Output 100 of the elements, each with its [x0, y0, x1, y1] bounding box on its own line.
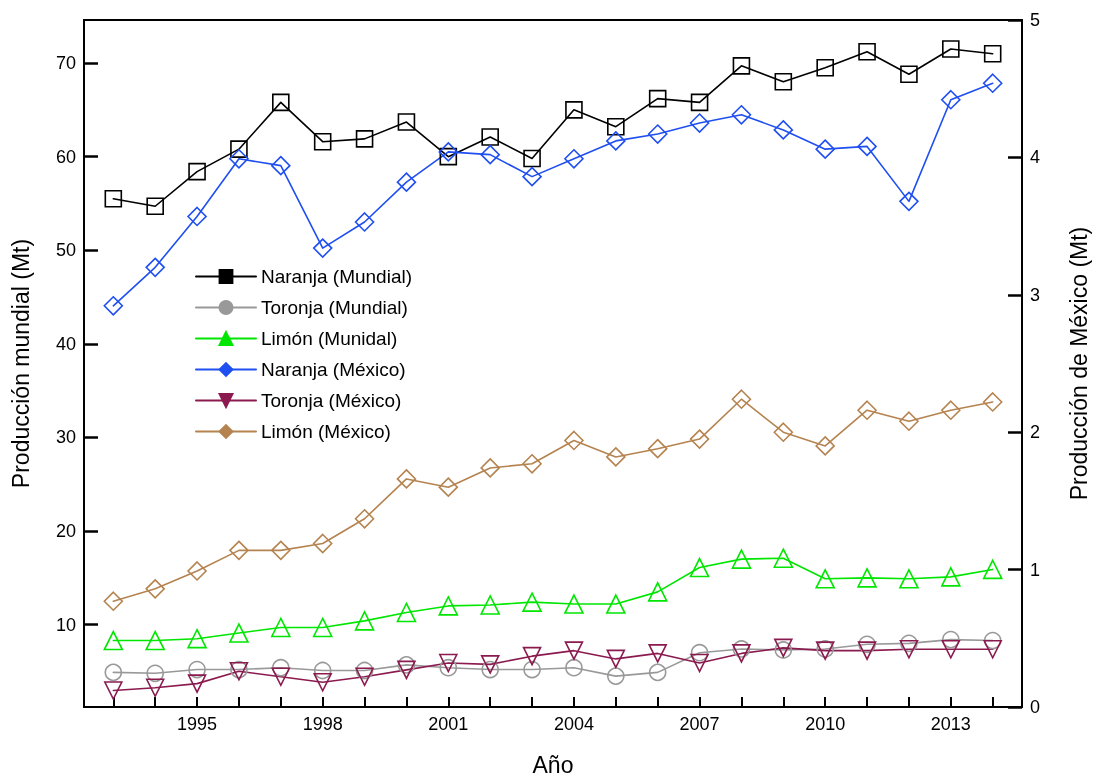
point	[396, 172, 417, 192]
point	[229, 148, 249, 169]
point	[354, 212, 375, 232]
point	[104, 189, 123, 208]
point	[481, 660, 499, 679]
point	[982, 73, 1003, 93]
point	[312, 533, 333, 554]
point	[439, 147, 458, 166]
point	[397, 656, 416, 674]
point	[522, 166, 542, 187]
y2-tick-label: 4	[1030, 147, 1041, 168]
point	[648, 644, 667, 663]
point	[648, 663, 667, 682]
point	[187, 674, 207, 693]
point	[731, 389, 752, 410]
y-tick-label: 70	[55, 53, 76, 74]
x-tick-label: 2004	[553, 714, 594, 734]
point	[271, 155, 291, 176]
x-tick-label: 1995	[177, 714, 218, 734]
point	[606, 447, 626, 467]
y-tick-label: 60	[55, 146, 76, 167]
legend-label: Naranja (Mundial)	[261, 266, 413, 287]
point	[942, 630, 960, 649]
point	[690, 93, 709, 112]
point	[397, 660, 416, 680]
y-axis-title: Producción mundial (Mt)	[7, 238, 34, 489]
point	[731, 549, 752, 569]
x-tick-label: 2013	[930, 714, 971, 734]
point	[982, 559, 1003, 580]
point	[899, 639, 919, 659]
point	[564, 641, 584, 660]
point	[313, 132, 332, 151]
point	[145, 579, 165, 599]
y2-tick-label: 5	[1030, 10, 1041, 30]
point	[564, 148, 584, 169]
point	[858, 635, 876, 654]
y2-tick-label: 0	[1030, 697, 1041, 717]
point	[439, 653, 458, 673]
point	[396, 602, 417, 623]
point	[187, 628, 207, 649]
point	[647, 124, 668, 144]
point	[103, 295, 124, 316]
point	[104, 663, 123, 682]
point	[271, 540, 291, 561]
point	[312, 238, 333, 258]
point	[354, 508, 375, 529]
point	[522, 646, 542, 666]
point	[857, 641, 877, 660]
legend-label: Toronja (México)	[261, 390, 402, 411]
point	[272, 658, 290, 677]
point	[983, 44, 1002, 63]
x-tick-label: 2001	[428, 714, 469, 734]
point	[899, 568, 919, 589]
point	[941, 639, 961, 659]
point	[648, 89, 667, 108]
point	[523, 660, 541, 679]
point	[480, 458, 500, 478]
point	[104, 681, 123, 700]
point	[607, 117, 625, 136]
point	[230, 140, 248, 158]
point	[815, 568, 835, 589]
point	[354, 611, 375, 631]
y-tick-label: 40	[55, 333, 76, 354]
point	[439, 658, 458, 677]
point	[857, 568, 877, 588]
point	[858, 43, 876, 61]
point	[355, 661, 374, 680]
legend-label: Limón (México)	[261, 421, 391, 442]
point	[732, 640, 751, 658]
point	[229, 623, 249, 643]
point	[103, 591, 124, 611]
point	[732, 644, 751, 663]
point	[689, 113, 710, 133]
point	[271, 667, 291, 687]
point	[397, 113, 416, 131]
y2-tick-label: 3	[1030, 284, 1041, 305]
point	[564, 430, 584, 451]
point	[690, 653, 709, 673]
y2-axis-title: Producción de México (Mt)	[1065, 226, 1092, 501]
point	[647, 582, 668, 602]
point	[773, 548, 794, 568]
point	[899, 411, 919, 432]
legend-label: Toronja (Mundial)	[261, 297, 408, 318]
legend-label: Naranja (México)	[261, 359, 406, 380]
point	[732, 57, 751, 75]
point	[438, 477, 459, 497]
point	[313, 672, 332, 692]
point	[481, 128, 499, 146]
point	[355, 130, 374, 148]
point	[145, 257, 165, 278]
point	[900, 65, 918, 84]
point	[187, 206, 207, 227]
point	[815, 436, 835, 456]
point	[857, 136, 877, 157]
point	[606, 649, 626, 669]
point	[438, 142, 459, 162]
point	[438, 596, 459, 616]
point	[565, 101, 583, 119]
point	[773, 422, 794, 442]
point	[647, 438, 668, 459]
